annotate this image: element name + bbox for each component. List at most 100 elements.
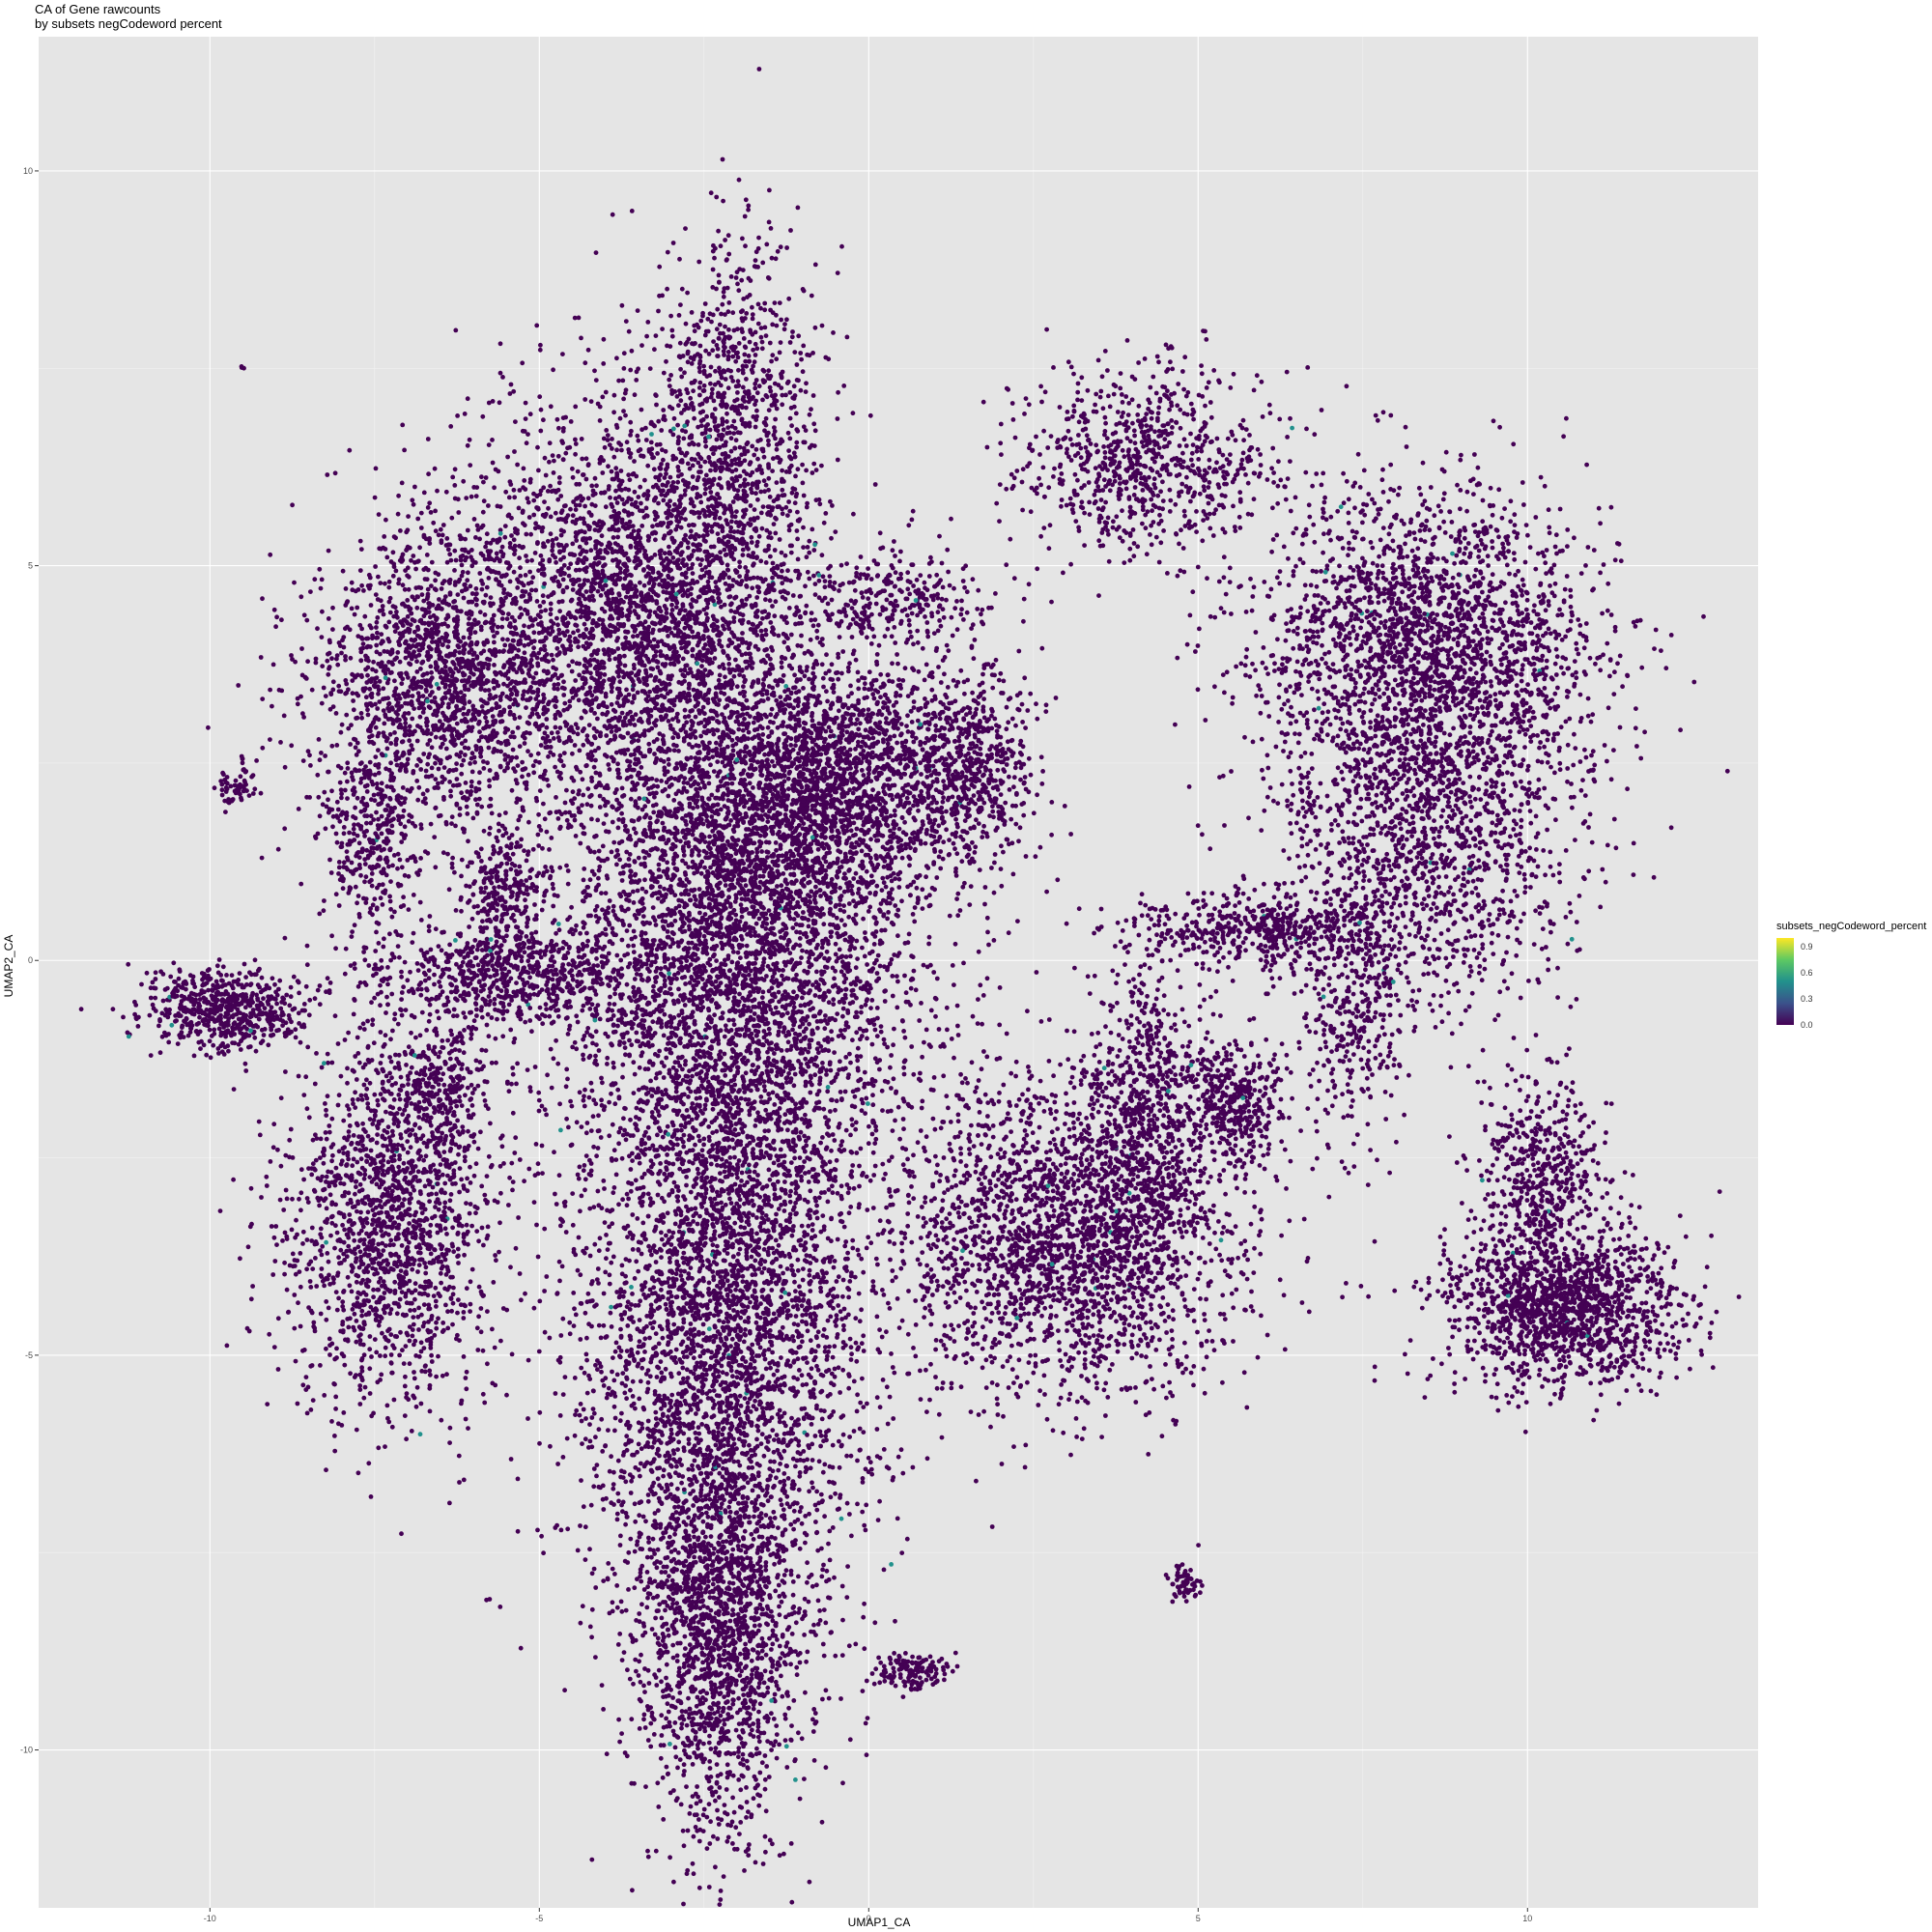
data-point bbox=[863, 930, 867, 935]
data-point bbox=[945, 1006, 950, 1010]
data-point bbox=[536, 1161, 541, 1166]
data-point bbox=[816, 847, 821, 852]
data-point bbox=[623, 1052, 628, 1057]
data-point bbox=[721, 893, 725, 897]
data-point bbox=[854, 965, 859, 970]
data-point bbox=[689, 933, 694, 938]
data-point bbox=[847, 1052, 852, 1057]
data-point bbox=[631, 985, 636, 990]
data-point bbox=[762, 1079, 767, 1084]
data-point bbox=[881, 700, 886, 705]
data-point bbox=[697, 887, 702, 892]
data-point bbox=[895, 980, 900, 984]
data-point bbox=[934, 1171, 939, 1176]
data-point bbox=[817, 1106, 822, 1111]
data-point bbox=[655, 847, 660, 852]
data-point bbox=[573, 1040, 578, 1045]
data-point bbox=[676, 749, 681, 753]
data-point bbox=[883, 988, 888, 993]
data-point bbox=[870, 1102, 875, 1107]
data-point bbox=[612, 790, 617, 795]
data-point bbox=[864, 1003, 868, 1008]
data-point bbox=[702, 987, 707, 992]
data-point bbox=[650, 871, 655, 876]
data-point bbox=[764, 922, 769, 926]
data-point bbox=[594, 1042, 599, 1047]
data-point bbox=[846, 1072, 851, 1077]
data-point bbox=[611, 805, 615, 810]
data-point bbox=[838, 1028, 843, 1033]
data-point bbox=[986, 943, 991, 948]
data-point bbox=[537, 1098, 542, 1103]
data-point bbox=[777, 990, 781, 995]
data-point bbox=[469, 1180, 473, 1185]
data-point bbox=[739, 772, 744, 777]
data-point bbox=[626, 894, 631, 898]
data-point bbox=[753, 1123, 757, 1128]
data-point bbox=[663, 952, 668, 957]
data-point bbox=[633, 1122, 638, 1126]
data-point bbox=[712, 1012, 717, 1017]
data-point bbox=[859, 752, 864, 756]
data-point bbox=[859, 1010, 864, 1015]
data-point bbox=[999, 843, 1004, 848]
data-point bbox=[589, 793, 594, 798]
data-point bbox=[667, 757, 671, 762]
data-point bbox=[792, 881, 797, 886]
data-point bbox=[854, 922, 859, 926]
data-point bbox=[787, 951, 792, 955]
data-point bbox=[721, 1010, 725, 1015]
data-point bbox=[767, 880, 772, 885]
data-point bbox=[891, 1042, 895, 1047]
data-point bbox=[654, 778, 659, 782]
data-point bbox=[744, 883, 749, 888]
data-point bbox=[654, 923, 659, 927]
data-point bbox=[822, 970, 827, 975]
data-point bbox=[921, 906, 925, 911]
data-point bbox=[611, 909, 616, 914]
data-point bbox=[813, 885, 818, 890]
data-point bbox=[737, 574, 742, 579]
data-point bbox=[687, 923, 692, 928]
data-point bbox=[945, 1028, 950, 1033]
data-point bbox=[583, 1044, 588, 1049]
data-point bbox=[600, 1080, 605, 1085]
data-point bbox=[666, 794, 670, 799]
data-point bbox=[893, 809, 897, 813]
data-point bbox=[676, 998, 681, 1003]
data-point bbox=[803, 1113, 808, 1118]
data-point bbox=[683, 892, 688, 896]
data-point bbox=[474, 1013, 479, 1018]
data-point bbox=[720, 1085, 724, 1090]
data-point bbox=[653, 760, 658, 765]
data-point bbox=[759, 977, 764, 981]
data-point bbox=[541, 802, 546, 807]
data-point bbox=[691, 889, 696, 894]
data-point bbox=[640, 887, 645, 892]
data-point bbox=[582, 1004, 586, 1009]
data-point bbox=[686, 831, 691, 836]
data-point bbox=[890, 887, 895, 892]
data-point bbox=[667, 923, 671, 928]
data-point bbox=[863, 954, 867, 959]
data-point bbox=[978, 867, 982, 872]
data-point bbox=[536, 833, 541, 838]
data-point bbox=[615, 1024, 620, 1029]
data-point bbox=[792, 1083, 797, 1088]
data-point bbox=[838, 766, 842, 771]
data-point bbox=[841, 1036, 846, 1040]
data-point bbox=[824, 1068, 829, 1073]
data-point bbox=[933, 996, 938, 1001]
data-point bbox=[762, 1036, 767, 1040]
data-point bbox=[826, 1048, 831, 1053]
data-point bbox=[814, 946, 819, 951]
data-point bbox=[683, 872, 688, 877]
data-point bbox=[809, 1074, 813, 1079]
data-point bbox=[935, 1163, 940, 1168]
data-point bbox=[543, 816, 548, 821]
data-point bbox=[620, 1075, 625, 1080]
data-point bbox=[730, 744, 735, 749]
data-point bbox=[646, 1192, 651, 1197]
data-point bbox=[906, 729, 911, 734]
